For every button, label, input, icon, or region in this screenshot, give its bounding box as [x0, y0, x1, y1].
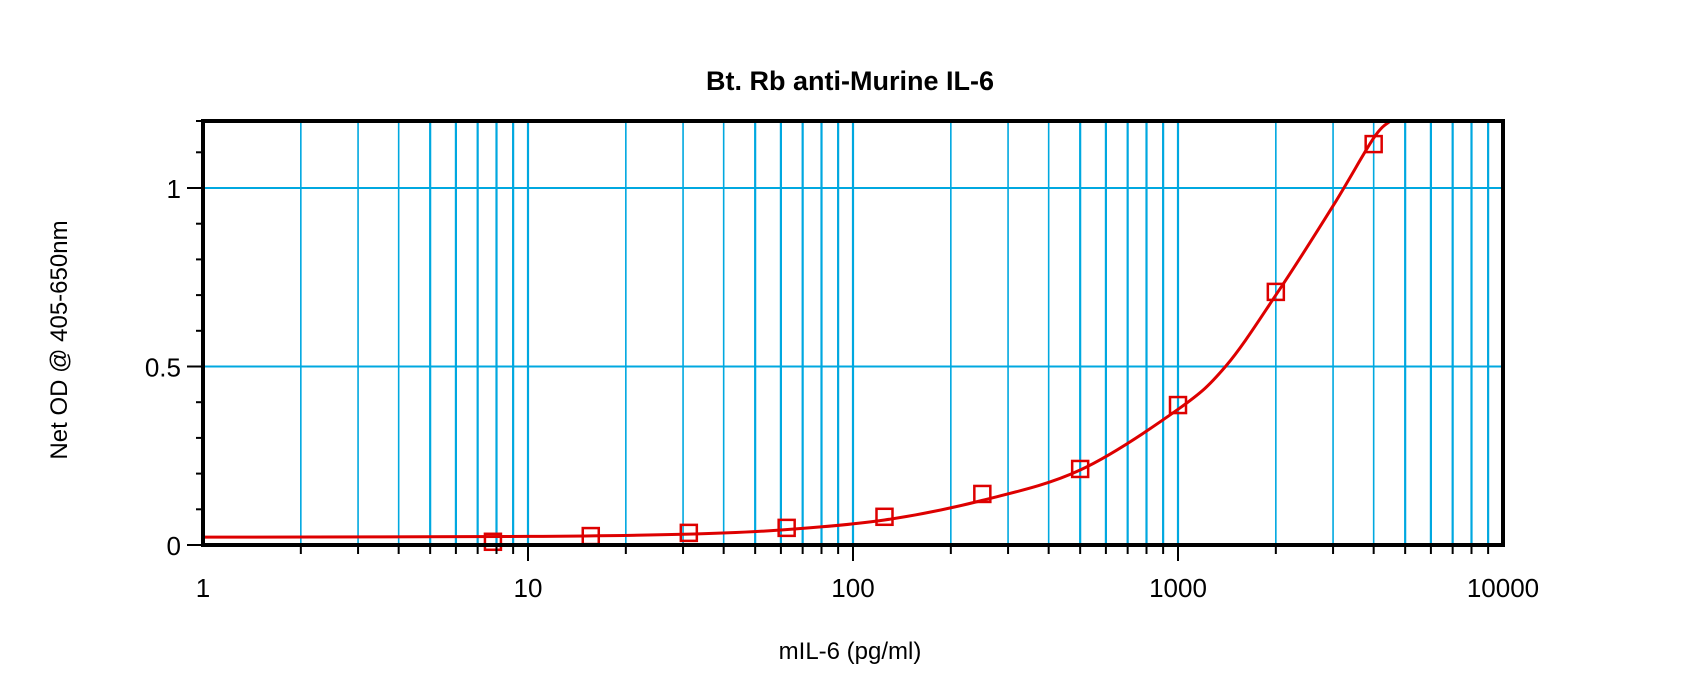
- y-tick-label: 0.5: [145, 353, 181, 383]
- data-point-marker: [679, 523, 699, 543]
- x-axis-label: mIL-6 (pg/ml): [778, 638, 922, 665]
- y-tick-label: 1: [167, 174, 181, 204]
- data-point-marker: [875, 507, 894, 527]
- fit-line: [202, 119, 1392, 539]
- data-point-marker: [1070, 459, 1090, 479]
- x-tick-label: 1000: [1149, 573, 1207, 603]
- data-point-marker: [777, 518, 796, 538]
- fitted-curve: [202, 119, 1392, 539]
- plot-frame: [201, 119, 1505, 547]
- data-point-marker: [973, 484, 992, 504]
- x-tick-label: 100: [831, 573, 874, 603]
- data-point-marker: [483, 532, 503, 552]
- grid-lines: [203, 121, 1503, 545]
- y-tick-label: 0: [167, 531, 181, 561]
- data-points: [483, 134, 1383, 552]
- axes: 1 10 100 1000 10000 0 0.5 1: [145, 119, 1539, 603]
- x-tick-label: 10000: [1467, 573, 1539, 603]
- chart-title: Bt. Rb anti-Murine IL-6: [706, 66, 994, 96]
- data-point-marker: [1364, 134, 1383, 154]
- data-point-marker: [1266, 282, 1286, 302]
- x-tick-label: 10: [514, 573, 543, 603]
- data-point-marker: [1168, 395, 1188, 415]
- x-tick-label: 1: [196, 573, 210, 603]
